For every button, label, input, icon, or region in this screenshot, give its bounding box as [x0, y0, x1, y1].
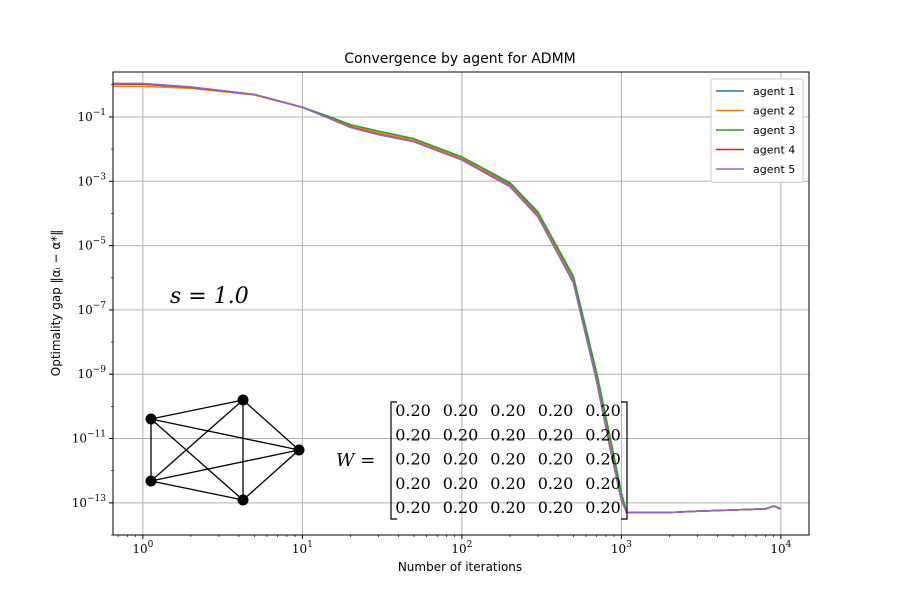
graph-edge — [150, 418, 244, 501]
legend: agent 1 agent 2 agent 3 agent 4 agent 5 — [710, 78, 804, 183]
graph-node-5 — [145, 475, 157, 487]
legend-label-agent-2: agent 2 — [753, 105, 795, 118]
chart-title: Convergence by agent for ADMM — [344, 51, 576, 67]
matrix-cell: 0.20 — [538, 401, 574, 420]
y-tick-label: 10−11 — [72, 430, 106, 446]
matrix-cell: 0.20 — [490, 425, 526, 444]
graph-edge — [150, 480, 244, 501]
matrix-cell: 0.20 — [585, 425, 621, 444]
graph-edge — [150, 449, 300, 482]
matrix-cell: 0.20 — [585, 474, 621, 493]
matrix-cell: 0.20 — [538, 425, 574, 444]
x-tick-label: 101 — [292, 540, 313, 556]
matrix-cell: 0.20 — [443, 474, 479, 493]
matrix-cell: 0.20 — [585, 498, 621, 517]
graph-node-4 — [237, 494, 249, 506]
graph-edge — [150, 399, 244, 420]
w-label: W = — [336, 450, 375, 471]
y-tick-label: 10−5 — [77, 237, 106, 253]
y-tick-label: 10−9 — [77, 365, 106, 381]
graph-edge — [242, 399, 300, 451]
x-tick-label: 102 — [451, 540, 472, 556]
matrix-cell: 0.20 — [490, 498, 526, 517]
x-tick-label: 100 — [132, 540, 153, 556]
matrix-left-bracket — [390, 401, 397, 520]
network-graph — [145, 394, 305, 506]
graph-edge — [150, 399, 244, 482]
matrix-cell: 0.20 — [538, 450, 574, 469]
graph-edge — [150, 418, 300, 451]
matrix-cell: 0.20 — [538, 474, 574, 493]
series-line-agent-5 — [113, 82, 782, 514]
matrix-cell: 0.20 — [395, 498, 431, 517]
graph-node-1 — [145, 413, 157, 425]
y-tick-label: 10−3 — [77, 172, 106, 188]
matrix-cell: 0.20 — [443, 401, 479, 420]
matrix-cell: 0.20 — [490, 474, 526, 493]
annotations: s = 1.0 W = 0.20 0.20 0.20 0.20 0.20 0.20 0.20 0.… — [170, 284, 628, 520]
matrix-cell: 0.20 — [395, 450, 431, 469]
x-axis-label: Number of iterations — [398, 560, 522, 574]
x-tick-label: 103 — [611, 540, 632, 556]
matrix-cell: 0.20 — [538, 498, 574, 517]
legend-box — [710, 78, 804, 183]
plot-frame — [112, 71, 810, 536]
legend-label-agent-5: agent 5 — [753, 163, 795, 176]
matrix-cell: 0.20 — [395, 425, 431, 444]
matrix-cell: 0.20 — [490, 401, 526, 420]
x-tick-label: 104 — [770, 540, 791, 556]
graph-edge — [242, 449, 300, 501]
matrix-cell: 0.20 — [443, 498, 479, 517]
matrix-cell: 0.20 — [585, 401, 621, 420]
y-tick-label: 10−7 — [77, 301, 106, 317]
legend-label-agent-1: agent 1 — [753, 85, 795, 98]
y-tick-label: 10−13 — [72, 494, 107, 510]
legend-label-agent-4: agent 4 — [753, 144, 795, 157]
s-value-label: s = 1.0 — [170, 284, 249, 309]
grid-lines — [113, 72, 809, 535]
matrix-cell: 0.20 — [585, 450, 621, 469]
matrix-cell: 0.20 — [443, 425, 479, 444]
matrix-cell: 0.20 — [443, 450, 479, 469]
matrix-cell: 0.20 — [395, 474, 431, 493]
y-axis-label: Optimality gap ‖αᵢ − α*‖ — [49, 230, 63, 376]
y-axis-ticks: 10−1 10−3 10−5 10−7 10−9 10−11 10−13 — [72, 84, 113, 536]
series-lines — [113, 82, 782, 514]
graph-node-3 — [293, 444, 305, 456]
matrix-right-bracket — [621, 401, 628, 520]
x-axis-ticks: 100 101 102 103 104 — [117, 535, 792, 556]
graph-node-2 — [237, 394, 249, 406]
matrix-cell: 0.20 — [490, 450, 526, 469]
y-tick-label: 10−1 — [77, 108, 106, 124]
matrix-cell: 0.20 — [395, 401, 431, 420]
legend-label-agent-3: agent 3 — [753, 124, 795, 137]
